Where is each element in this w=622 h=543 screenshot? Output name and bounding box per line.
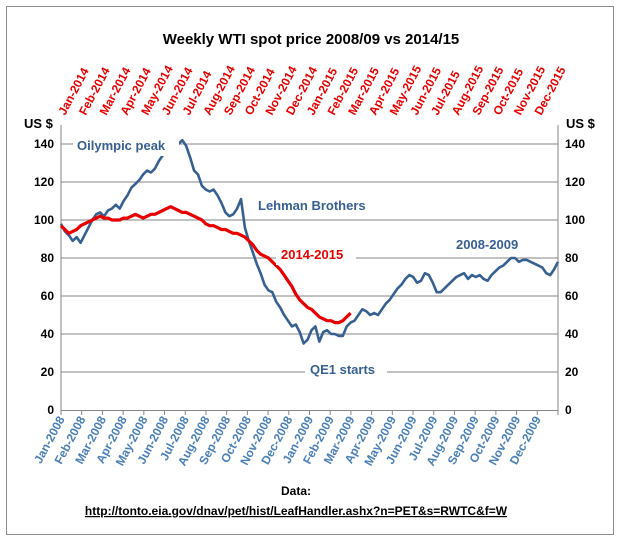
y-tick-label-left: 100 xyxy=(34,213,54,227)
y-tick-label-right: 20 xyxy=(565,365,579,379)
y-tick-labels-right: 0 20 40 60 80 100 120 140 xyxy=(565,137,585,417)
chart-frame xyxy=(6,6,614,535)
y-tick-label-left: 60 xyxy=(41,289,55,303)
y-tick-label-left: 80 xyxy=(41,251,55,265)
x-tick-labels-top: Jan-2014Feb-2014Mar-2014Apr-2014May-2014… xyxy=(55,63,569,118)
annotation-box-2008-2009 xyxy=(451,233,533,255)
annotation-qe1-starts: QE1 starts xyxy=(310,362,375,377)
annotation-box-qe1 xyxy=(305,358,387,380)
y-tick-label-left: 20 xyxy=(41,365,55,379)
y-tick-label-right: 100 xyxy=(565,213,585,227)
y-tick-label-left: 40 xyxy=(41,327,55,341)
series-line-2008-2009 xyxy=(59,138,560,345)
annotation-box-lehman xyxy=(254,194,378,216)
y-tick-label-right: 140 xyxy=(565,137,585,151)
y-axis-label-right: US $ xyxy=(566,116,596,131)
annotation-2008-2009: 2008-2009 xyxy=(456,237,518,252)
y-tick-label-right: 40 xyxy=(565,327,579,341)
annotation-2014-2015: 2014-2015 xyxy=(281,247,343,262)
x-tick-labels-bottom: Jan-2008Feb-2008Mar-2008Apr-2008May-2008… xyxy=(31,414,544,469)
y-axis-label-left: US $ xyxy=(24,116,54,131)
chart-title: Weekly WTI spot price 2008/09 vs 2014/15 xyxy=(163,31,460,48)
annotation-box-2014-2015 xyxy=(276,243,356,265)
y-tick-label-right: 80 xyxy=(565,251,579,265)
annotation-box-oilympic xyxy=(73,134,179,156)
data-source-link[interactable]: http://tonto.eia.gov/dnav/pet/hist/LeafH… xyxy=(85,504,508,518)
data-source-label: Data: xyxy=(281,484,311,498)
y-tick-label-left: 0 xyxy=(47,403,54,417)
series-line-2014-2015 xyxy=(59,205,352,325)
y-tick-label-left: 120 xyxy=(34,175,54,189)
y-tick-label-left: 140 xyxy=(34,137,54,151)
y-tick-label-right: 60 xyxy=(565,289,579,303)
gridlines xyxy=(61,143,558,373)
annotation-oilympic-peak: Oilympic peak xyxy=(77,138,166,153)
y-tick-label-right: 0 xyxy=(565,403,572,417)
annotation-lehman-brothers: Lehman Brothers xyxy=(258,198,366,213)
y-tick-labels-left: 0 20 40 60 80 100 120 140 xyxy=(34,137,54,417)
y-tick-label-right: 120 xyxy=(565,175,585,189)
